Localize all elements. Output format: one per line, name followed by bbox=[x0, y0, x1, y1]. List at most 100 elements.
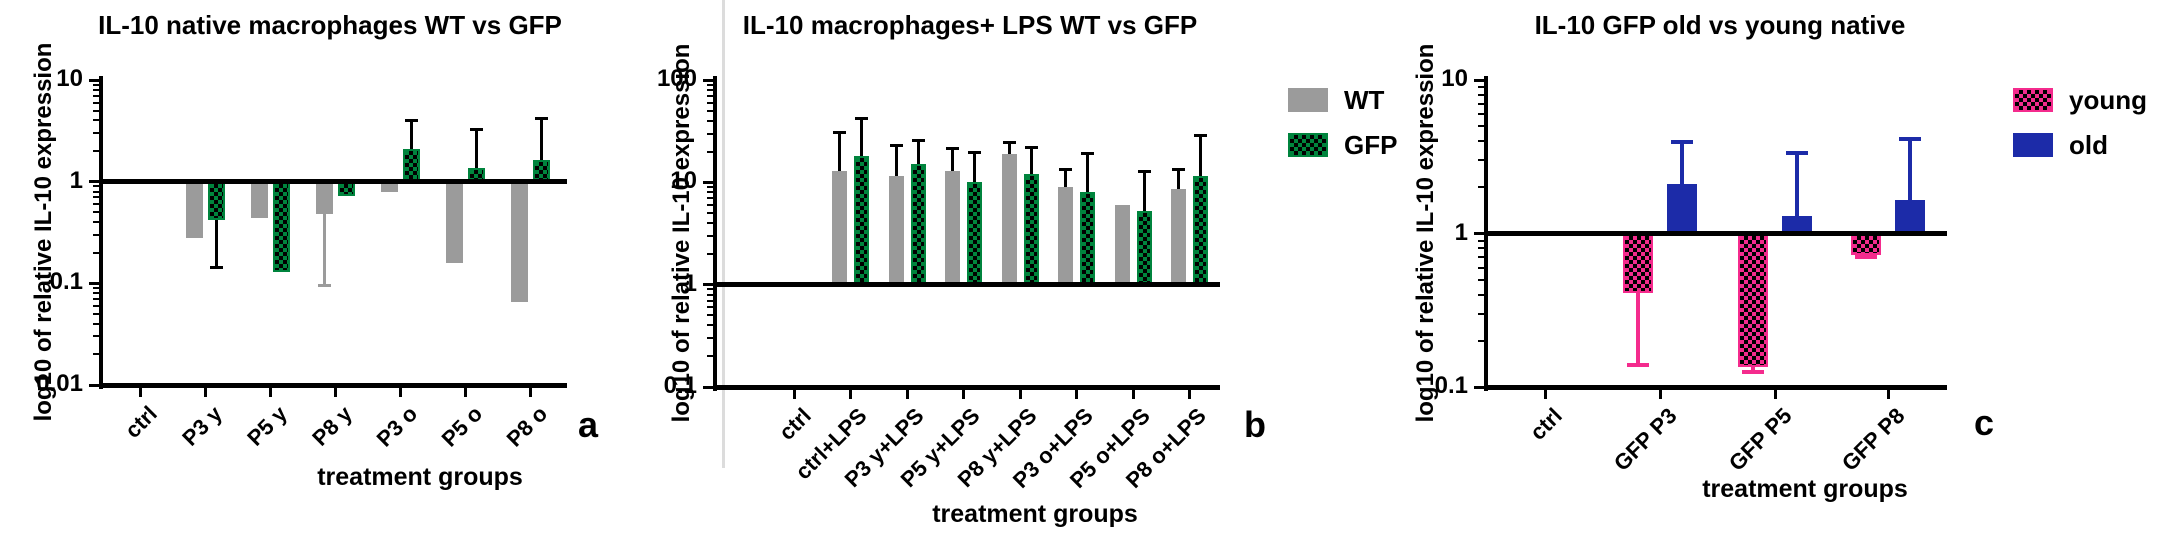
error-cap-young-GFP P8 bbox=[1855, 255, 1877, 260]
y-major-tick bbox=[1474, 232, 1484, 235]
bar-WT-P8 y bbox=[315, 181, 333, 215]
y-minor-tick bbox=[1478, 186, 1484, 189]
y-minor-tick bbox=[1478, 339, 1484, 342]
error-cap-GFP-P5 y+LPS bbox=[967, 150, 981, 154]
x-tick bbox=[528, 388, 532, 397]
bar-WT-P5 y bbox=[250, 181, 268, 218]
error-cap-WT-ctrl+LPS bbox=[832, 131, 846, 135]
y-minor-tick bbox=[1478, 266, 1484, 269]
y-major-tick bbox=[89, 78, 99, 82]
error-cap-GFP-P3 o bbox=[404, 119, 418, 123]
y-minor-tick bbox=[1478, 293, 1484, 296]
error-bar-GFP-P3 y+LPS bbox=[916, 139, 920, 165]
y-minor-tick bbox=[707, 88, 713, 91]
y-minor-tick bbox=[93, 132, 99, 135]
y-minor-tick bbox=[93, 221, 99, 224]
bar-GFP-ctrl+LPS bbox=[853, 156, 869, 285]
bar-WT-ctrl+LPS bbox=[831, 170, 847, 285]
y-major-tick bbox=[703, 78, 713, 82]
y-minor-tick bbox=[707, 132, 713, 135]
error-cap-GFP-ctrl+LPS bbox=[854, 116, 868, 120]
error-bar-young-GFP P3 bbox=[1636, 292, 1640, 365]
y-minor-tick bbox=[1478, 239, 1484, 242]
y-minor-tick bbox=[707, 299, 713, 302]
bar-GFP-P8 y+LPS bbox=[1023, 174, 1039, 285]
x-axis bbox=[1484, 385, 1947, 390]
y-minor-tick bbox=[93, 233, 99, 236]
y-minor-tick bbox=[1478, 312, 1484, 315]
error-bar-old-GFP P5 bbox=[1795, 151, 1799, 216]
y-tick-label: 1 bbox=[683, 269, 697, 297]
y-tick-label: 10 bbox=[56, 65, 83, 92]
bar-young-GFP P8 bbox=[1851, 233, 1881, 256]
y-minor-tick bbox=[93, 185, 99, 188]
bar-young-GFP P3 bbox=[1623, 233, 1653, 293]
bar-WT-P8 o+LPS bbox=[1170, 188, 1186, 285]
y-minor-tick bbox=[93, 251, 99, 254]
y-minor-tick bbox=[707, 252, 713, 255]
y-minor-tick bbox=[1478, 93, 1484, 96]
error-cap-young-GFP P3 bbox=[1627, 362, 1649, 367]
error-bar-GFP-P5 o+LPS bbox=[1142, 170, 1146, 212]
y-minor-tick bbox=[707, 234, 713, 237]
x-tick bbox=[333, 388, 337, 397]
bar-old-GFP P3 bbox=[1667, 184, 1697, 234]
error-bar-WT-P8 y bbox=[322, 214, 326, 286]
y-minor-tick bbox=[707, 119, 713, 122]
y-major-tick bbox=[89, 281, 99, 285]
y-minor-tick bbox=[707, 324, 713, 327]
panel-c-x-axis-label: treatment groups bbox=[1702, 475, 1908, 503]
error-bar-GFP-ctrl+LPS bbox=[859, 117, 863, 157]
y-minor-tick bbox=[93, 211, 99, 214]
error-cap-GFP-P8 y+LPS bbox=[1024, 146, 1038, 150]
error-bar-GFP-P8 o bbox=[539, 118, 543, 160]
y-minor-tick bbox=[1478, 278, 1484, 281]
error-cap-WT-P8 y bbox=[317, 283, 331, 287]
error-bar-WT-P3 o+LPS bbox=[1063, 168, 1067, 187]
y-minor-tick bbox=[707, 212, 713, 215]
bar-WT-P8 o bbox=[510, 181, 528, 303]
y-minor-tick bbox=[93, 150, 99, 153]
bar-GFP-P3 y bbox=[207, 181, 225, 220]
y-tick-label: 1 bbox=[1454, 218, 1468, 246]
error-bar-GFP-P8 o+LPS bbox=[1198, 135, 1202, 177]
x-category-label: GFP P3 bbox=[1608, 403, 1682, 476]
panel-divider bbox=[722, 0, 725, 468]
error-cap-GFP-P8 o bbox=[534, 117, 548, 121]
error-cap-GFP-P3 y bbox=[209, 266, 223, 270]
y-minor-tick bbox=[707, 222, 713, 225]
x-axis bbox=[99, 383, 567, 388]
y-minor-tick bbox=[93, 196, 99, 199]
y-minor-tick bbox=[93, 292, 99, 295]
y-minor-tick bbox=[93, 109, 99, 112]
y-minor-tick bbox=[93, 94, 99, 97]
y-minor-tick bbox=[93, 119, 99, 122]
error-cap-WT-P3 y+LPS bbox=[889, 144, 903, 148]
error-bar-WT-ctrl+LPS bbox=[837, 132, 841, 171]
error-cap-GFP-P5 o+LPS bbox=[1137, 169, 1151, 173]
legend-swatch-old bbox=[2013, 133, 2053, 157]
x-category-label: ctrl bbox=[1524, 403, 1567, 445]
panel-a-title: IL-10 native macrophages WT vs GFP bbox=[98, 10, 562, 40]
y-minor-tick bbox=[707, 337, 713, 340]
y-major-tick bbox=[89, 383, 99, 387]
x-tick bbox=[1018, 390, 1022, 399]
x-category-label: P5 o bbox=[436, 401, 487, 452]
y-tick-label: 0.1 bbox=[1434, 372, 1468, 399]
y-major-tick bbox=[703, 180, 713, 184]
y-minor-tick bbox=[1478, 247, 1484, 250]
bar-GFP-P5 o+LPS bbox=[1136, 211, 1152, 285]
x-category-label: P3 y bbox=[176, 401, 227, 451]
baseline-y1 bbox=[717, 282, 1220, 288]
bar-WT-P3 o+LPS bbox=[1057, 187, 1073, 285]
bar-GFP-P8 o+LPS bbox=[1192, 176, 1208, 285]
y-minor-tick bbox=[93, 335, 99, 338]
y-minor-tick bbox=[93, 286, 99, 289]
bar-GFP-P3 y+LPS bbox=[910, 164, 926, 285]
x-category-label: GFP P8 bbox=[1836, 403, 1910, 476]
y-minor-tick bbox=[1478, 86, 1484, 89]
baseline-y1 bbox=[103, 179, 567, 185]
error-bar-old-GFP P8 bbox=[1908, 137, 1912, 201]
y-minor-tick bbox=[1478, 140, 1484, 143]
y-tick-label: 0.1 bbox=[49, 268, 83, 296]
